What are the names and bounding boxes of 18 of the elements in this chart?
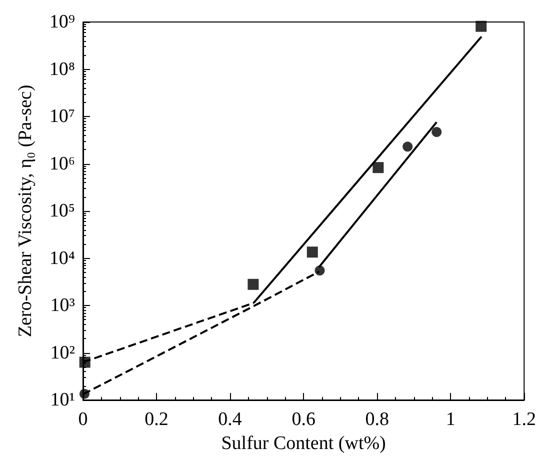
y-tick-label: 10⁸ — [49, 58, 75, 80]
x-tick-label: 0.2 — [144, 409, 168, 430]
x-tick-label: 0.6 — [292, 409, 316, 430]
x-tick-label: 0.4 — [218, 409, 242, 430]
y-tick-label: 10⁵ — [49, 200, 75, 222]
y-tick-label: 10⁹ — [49, 12, 76, 32]
y-axis-title: Zero-Shear Viscosity, η₀ (Pa-sec) — [15, 84, 36, 338]
x-tick-label: 1.2 — [512, 409, 536, 430]
x-tick-label: 0 — [78, 409, 88, 430]
y-tick-label: 10⁷ — [49, 106, 75, 127]
x-tick-label: 0.8 — [365, 409, 389, 430]
y-tick-label: 10² — [50, 342, 76, 364]
y-tick-label: 10³ — [50, 295, 76, 316]
y-tick-label: 10¹ — [50, 390, 76, 410]
y-tick-label: 10⁶ — [49, 153, 75, 174]
y-tick-label: 10⁴ — [49, 248, 76, 269]
x-axis-title: Sulfur Content (wt%) — [221, 433, 386, 454]
x-tick-label: 1 — [446, 409, 456, 430]
